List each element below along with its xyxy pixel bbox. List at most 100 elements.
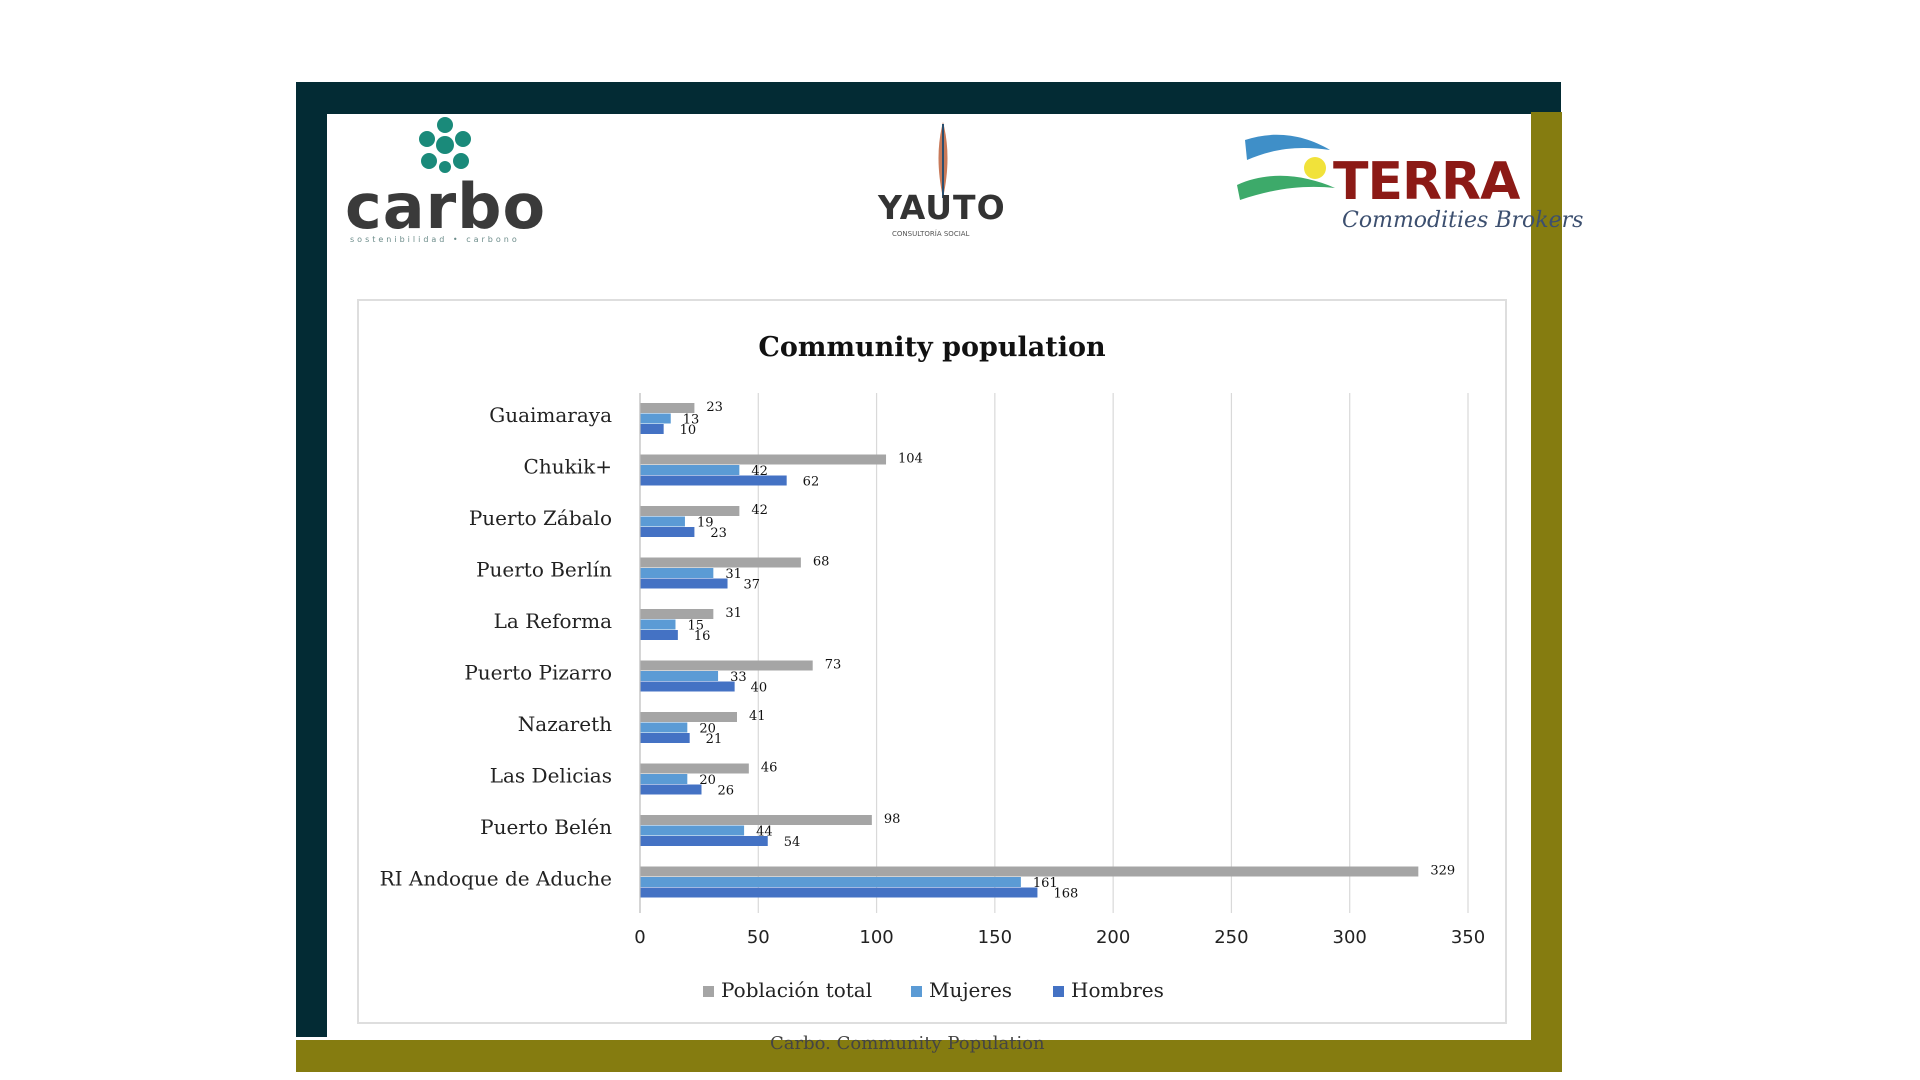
bar-1	[640, 877, 1021, 887]
bar-0	[640, 660, 813, 671]
bar-1	[640, 671, 719, 681]
data-label: 40	[751, 681, 768, 696]
bar-0	[640, 609, 714, 619]
yauto-logo: YAUTO CONSULTORÍA SOCIAL	[870, 120, 1020, 245]
category-label: Puerto Berlín	[476, 558, 612, 582]
frame-top-bar	[296, 82, 1561, 114]
x-tick-label: 300	[1333, 927, 1367, 948]
frame-right-bar	[1531, 112, 1562, 1072]
bar-1	[640, 619, 676, 630]
data-label: 104	[898, 452, 923, 467]
population-bar-chart: Community population 0 50 100 150 200 250 300 35…	[380, 332, 1486, 1002]
data-label: 31	[725, 567, 742, 582]
yauto-feather-icon	[938, 122, 948, 198]
bar-2	[640, 630, 678, 640]
terra-tagline: Commodities Brokers	[1342, 208, 1584, 233]
x-tick-label: 150	[978, 927, 1012, 948]
category-label: Nazareth	[518, 712, 612, 736]
terra-logo: TERRA Commodities Brokers	[1235, 130, 1583, 240]
data-label: 20	[699, 722, 716, 737]
data-label: 168	[1053, 887, 1078, 902]
data-label: 10	[680, 423, 697, 438]
data-label: 21	[706, 732, 723, 747]
category-label: Puerto Belén	[480, 815, 612, 839]
carbo-wordmark: carbo	[345, 170, 547, 243]
legend-label: Población total	[721, 978, 872, 1002]
bar-2	[640, 681, 735, 692]
data-label: 54	[784, 835, 801, 850]
x-tick-label: 200	[1096, 927, 1130, 948]
category-label: Puerto Pizarro	[464, 661, 612, 685]
data-label: 15	[687, 619, 704, 634]
category-label: Puerto Zábalo	[469, 506, 612, 530]
terra-wordmark: TERRA	[1333, 152, 1520, 212]
carbo-tagline: sostenibilidad • carbono	[350, 235, 520, 244]
slide-caption: Carbo. Community Population	[770, 1033, 1045, 1054]
bar-0	[640, 557, 801, 568]
frame-left-bar	[296, 82, 327, 1037]
chart-container: Community population 0 50 100 150 200 250 300 35…	[357, 299, 1507, 1024]
category-label: Guaimaraya	[489, 403, 612, 427]
bar-2	[640, 836, 768, 846]
data-label: 23	[710, 526, 727, 541]
data-label: 42	[751, 503, 768, 518]
data-label: 98	[884, 812, 901, 827]
bar-0	[640, 763, 749, 774]
data-label: 161	[1033, 876, 1058, 891]
data-label: 44	[756, 825, 773, 840]
bar-0	[640, 506, 740, 516]
x-tick-label: 0	[634, 927, 645, 948]
bar-2	[640, 733, 690, 743]
bar-0	[640, 815, 872, 825]
bar-1	[640, 774, 688, 784]
bar-0	[640, 866, 1419, 877]
x-tick-label: 350	[1451, 927, 1485, 948]
bar-1	[640, 516, 685, 527]
data-label: 42	[751, 464, 768, 479]
data-label: 41	[749, 709, 766, 724]
category-label: La Reforma	[494, 609, 612, 633]
bar-2	[640, 784, 702, 795]
data-label: 62	[803, 475, 820, 490]
carbo-molecule-icon	[419, 117, 471, 173]
data-label: 33	[730, 670, 747, 685]
bar-2	[640, 527, 695, 537]
data-label: 19	[697, 516, 714, 531]
bar-2	[640, 475, 787, 486]
x-tick-label: 250	[1214, 927, 1248, 948]
bar-0	[640, 454, 887, 465]
bar-1	[640, 825, 745, 836]
bar-2	[640, 887, 1038, 898]
legend-swatch	[911, 986, 922, 997]
bar-2	[640, 424, 664, 434]
data-label: 13	[683, 413, 700, 428]
data-label: 23	[706, 400, 723, 415]
bar-2	[640, 578, 728, 589]
category-label: Las Delicias	[490, 764, 612, 788]
terra-swoosh-icon	[1237, 134, 1335, 200]
data-label: 68	[813, 555, 830, 570]
bar-1	[640, 465, 740, 475]
bar-0	[640, 403, 695, 413]
x-tick-label: 50	[747, 927, 770, 948]
yauto-wordmark: YAUTO	[878, 188, 1006, 227]
carbo-logo: carbo sostenibilidad • carbono	[345, 115, 545, 250]
category-label: Chukik+	[524, 455, 612, 479]
bar-1	[640, 413, 671, 424]
data-label: 31	[725, 606, 742, 621]
bar-0	[640, 712, 737, 722]
category-label: RI Andoque de Aduche	[380, 867, 612, 891]
legend-label: Hombres	[1071, 978, 1164, 1002]
legend-swatch	[703, 986, 714, 997]
data-label: 329	[1430, 864, 1455, 879]
bar-1	[640, 722, 688, 733]
yauto-tagline: CONSULTORÍA SOCIAL	[892, 230, 970, 238]
data-label: 73	[825, 658, 842, 673]
x-tick-label: 100	[859, 927, 893, 948]
bar-1	[640, 568, 714, 578]
frame-bottom-bar	[296, 1040, 1561, 1072]
data-label: 20	[699, 773, 716, 788]
legend-swatch	[1053, 986, 1064, 997]
legend-label: Mujeres	[929, 978, 1012, 1002]
data-label: 26	[718, 784, 735, 799]
